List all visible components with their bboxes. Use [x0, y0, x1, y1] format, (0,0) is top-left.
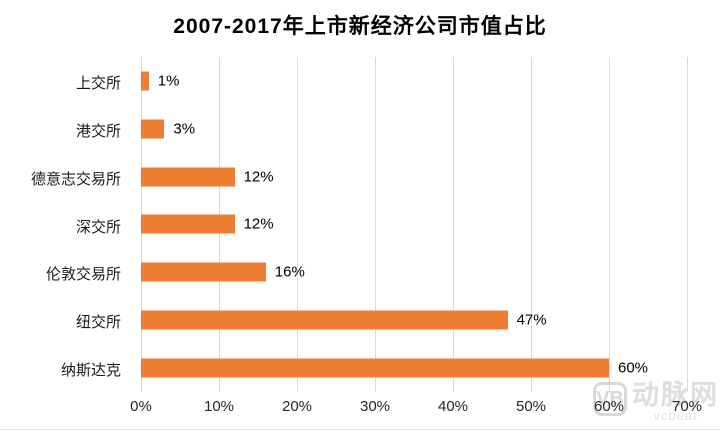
x-tick-label: 20%	[281, 398, 313, 415]
gridline	[453, 57, 454, 392]
x-tick-label: 70%	[671, 398, 703, 415]
bar-value-label: 3%	[173, 120, 196, 138]
gridline	[609, 57, 610, 392]
category-label: 德意志交易所	[30, 169, 121, 188]
gridline	[531, 57, 532, 392]
gridline	[297, 57, 298, 392]
gridline	[375, 57, 376, 392]
value-axis: 0% 10% 20% 30% 40% 50% 60% 70%	[130, 398, 702, 420]
bar-row: 60%	[141, 344, 687, 392]
category-axis: 上交所港交所德意志交易所深交所伦敦交易所纽交所纳斯达克	[0, 57, 131, 392]
x-tick-label: 50%	[515, 398, 547, 415]
bar	[141, 310, 508, 330]
x-tick-label: 40%	[437, 398, 469, 415]
bar	[141, 214, 235, 234]
bar-value-label: 12%	[243, 168, 274, 186]
bar-row: 3%	[141, 105, 687, 153]
bar-value-label: 16%	[274, 263, 305, 281]
category-label: 纽交所	[75, 313, 121, 332]
bar	[141, 71, 149, 91]
bar	[141, 358, 609, 378]
bar-row: 47%	[141, 296, 687, 344]
plot-area: 1% 3% 12% 12% 16% 47% 60%	[141, 57, 688, 392]
category-label: 港交所	[75, 121, 121, 140]
category-label: 纳斯达克	[60, 361, 121, 380]
category-label: 上交所	[75, 73, 121, 92]
bar-value-label: 12%	[243, 215, 274, 233]
category-label: 深交所	[75, 217, 121, 236]
bar	[141, 119, 165, 139]
x-tick-label: 10%	[203, 398, 235, 415]
x-tick-label: 60%	[593, 398, 625, 415]
bar	[141, 167, 235, 187]
bar-row: 12%	[141, 201, 687, 249]
x-tick-label: 30%	[359, 398, 391, 415]
bar-row: 1%	[141, 57, 687, 105]
bar-row: 12%	[141, 153, 687, 201]
bar-value-label: 1%	[157, 72, 180, 90]
bar-row: 16%	[141, 248, 687, 296]
chart-title: 2007-2017年上市新经济公司市值占比	[173, 15, 547, 38]
bar	[141, 262, 266, 282]
gridline	[687, 57, 688, 392]
x-tick-label: 0%	[130, 398, 152, 415]
category-label: 伦敦交易所	[45, 265, 121, 284]
bar-value-label: 47%	[516, 311, 547, 329]
bar-value-label: 60%	[618, 359, 649, 377]
